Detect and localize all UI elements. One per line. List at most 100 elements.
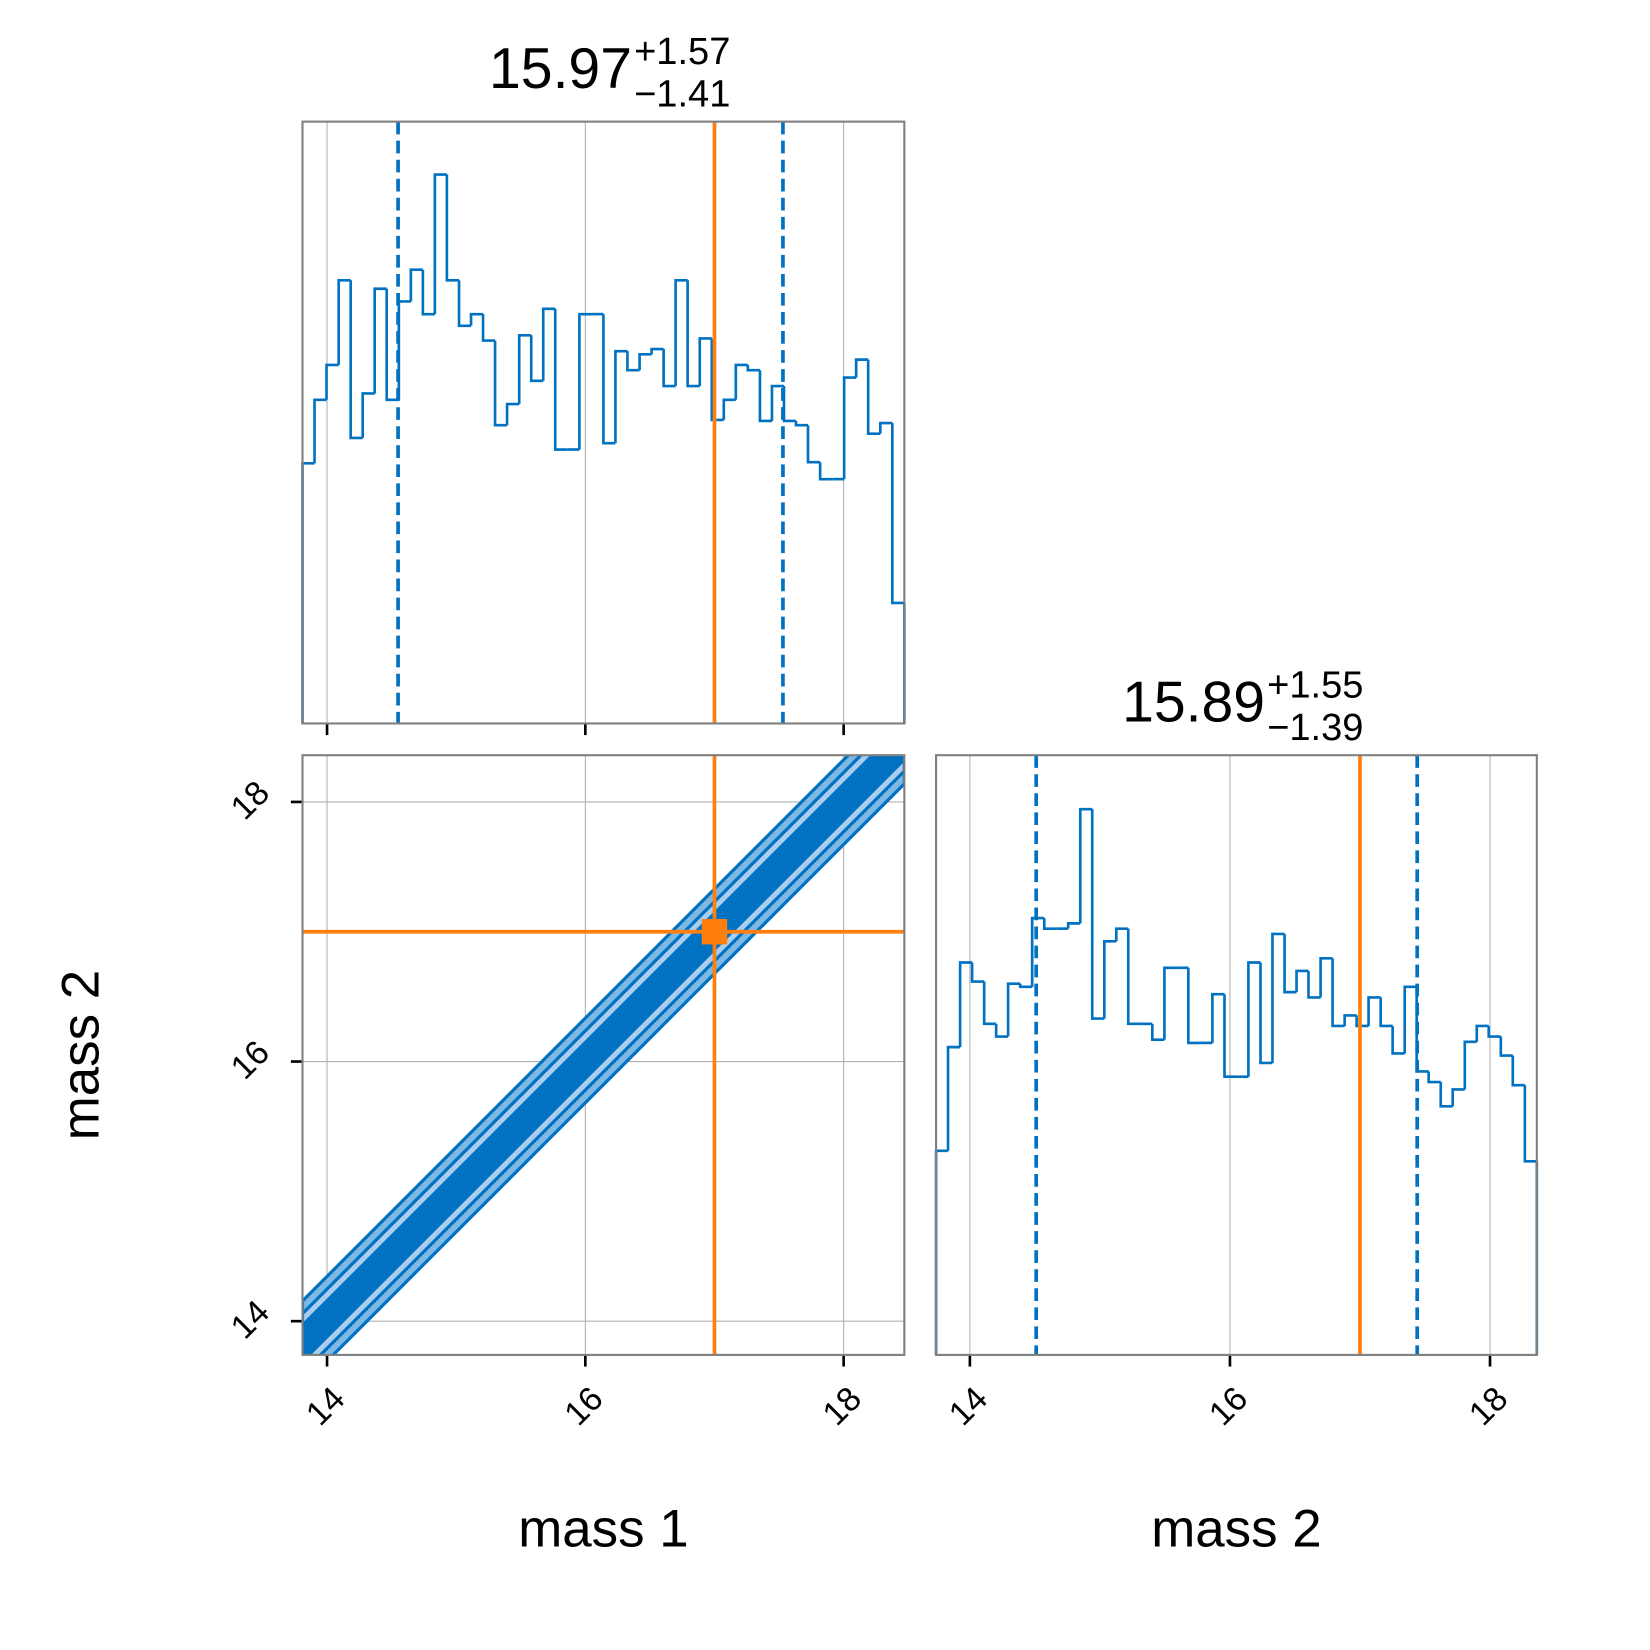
axes-frame (301, 120, 906, 725)
histogram-step (710, 338, 724, 422)
histogram-step (758, 370, 772, 423)
histogram-step (698, 337, 712, 387)
histogram-step (866, 359, 881, 435)
histogram-step (1283, 933, 1297, 994)
histogram-step (638, 353, 652, 371)
histogram-step (602, 314, 616, 445)
histogram-step (1379, 997, 1393, 1028)
histogram-step (1078, 807, 1093, 924)
histogram-step (433, 173, 447, 315)
axes-frame (301, 754, 906, 1356)
histogram-step (1295, 969, 1309, 993)
histogram-step (1331, 958, 1345, 1028)
histogram-step (1211, 992, 1225, 1043)
contour (302, 755, 905, 1355)
histogram-step (1391, 1025, 1405, 1055)
histogram-step (614, 349, 628, 444)
histogram-step (409, 268, 423, 302)
histogram-step (1126, 928, 1141, 1026)
truth-marker (701, 919, 728, 945)
histogram-step (349, 280, 363, 440)
histogram-step (626, 351, 640, 372)
histogram-step (674, 278, 688, 387)
histogram-step (1463, 1040, 1477, 1090)
histogram-step (650, 347, 664, 355)
histogram-step (505, 402, 520, 426)
histogram-step (994, 1023, 1009, 1038)
histogram-step (1066, 922, 1081, 929)
histogram-step (313, 398, 327, 464)
axes-frame (935, 754, 1538, 1356)
title-upper: +1.55 (1267, 665, 1363, 707)
histogram-step (553, 308, 568, 451)
histogram-step (1523, 1085, 1537, 1163)
histogram-step (1018, 983, 1033, 989)
histogram-step (1006, 982, 1021, 1037)
histogram-step (946, 1045, 961, 1151)
histogram-step (1030, 916, 1045, 987)
histogram-step (1271, 932, 1285, 1063)
histogram-step (529, 335, 544, 383)
histogram-step (1259, 962, 1273, 1065)
histogram-step (1475, 1024, 1489, 1042)
histogram-step (1427, 1071, 1441, 1084)
histogram-step (662, 349, 676, 388)
histogram-step (1355, 1015, 1369, 1028)
histogram-step (469, 312, 484, 326)
title-value: 15.97 (489, 37, 632, 101)
histogram-step (1439, 1082, 1453, 1108)
histogram-step (1451, 1088, 1465, 1107)
histogram-step (541, 307, 556, 381)
histogram-step (734, 363, 748, 400)
histogram-step (1343, 1014, 1357, 1026)
histogram-step (445, 174, 460, 282)
histogram-step (970, 962, 985, 983)
histogram-step (337, 278, 351, 365)
histogram-step (1150, 1023, 1165, 1042)
histogram-step (891, 423, 905, 605)
histogram-step (794, 420, 808, 427)
histogram-step (878, 421, 893, 434)
histogram-step (722, 398, 736, 420)
histogram-step (1247, 961, 1261, 1077)
x-axis-label: mass 1 (518, 1500, 688, 1559)
histogram-step (493, 340, 508, 427)
histogram-step (842, 376, 857, 480)
histogram-step (1499, 1036, 1513, 1057)
histogram-step (1487, 1025, 1501, 1038)
histogram-step (1163, 966, 1177, 1040)
histogram-step (818, 462, 833, 481)
histogram-step (1367, 996, 1381, 1026)
histogram-step (958, 961, 973, 1048)
histogram-step (1511, 1055, 1525, 1087)
histogram-step (517, 333, 532, 405)
title-lower: −1.41 (634, 73, 730, 115)
histogram-step (481, 314, 496, 342)
histogram-step (1042, 918, 1057, 930)
histogram-step (1223, 994, 1237, 1079)
histogram-step (325, 363, 339, 400)
x-axis-label: mass 2 (1151, 1500, 1321, 1559)
title-value: 15.89 (1122, 671, 1265, 735)
histogram-step (854, 358, 869, 378)
title-lower: −1.39 (1267, 707, 1363, 749)
histogram-step (770, 384, 784, 421)
histogram-step (361, 392, 375, 438)
contour-level-inner (302, 755, 905, 1355)
title-upper: +1.57 (634, 31, 730, 73)
histogram-step (1319, 956, 1333, 998)
histogram-step (806, 425, 821, 464)
histogram-step (686, 280, 700, 388)
histogram-step (1114, 927, 1129, 942)
histogram-step (746, 364, 760, 372)
histogram-step (1403, 985, 1417, 1054)
histogram-step (982, 981, 997, 1026)
histogram-step (457, 280, 472, 328)
histogram-step (373, 287, 387, 394)
histogram-step (1103, 940, 1117, 1019)
histogram-step (1187, 967, 1201, 1045)
y-axis-label: mass 2 (52, 970, 111, 1140)
histogram-step (1307, 970, 1321, 999)
